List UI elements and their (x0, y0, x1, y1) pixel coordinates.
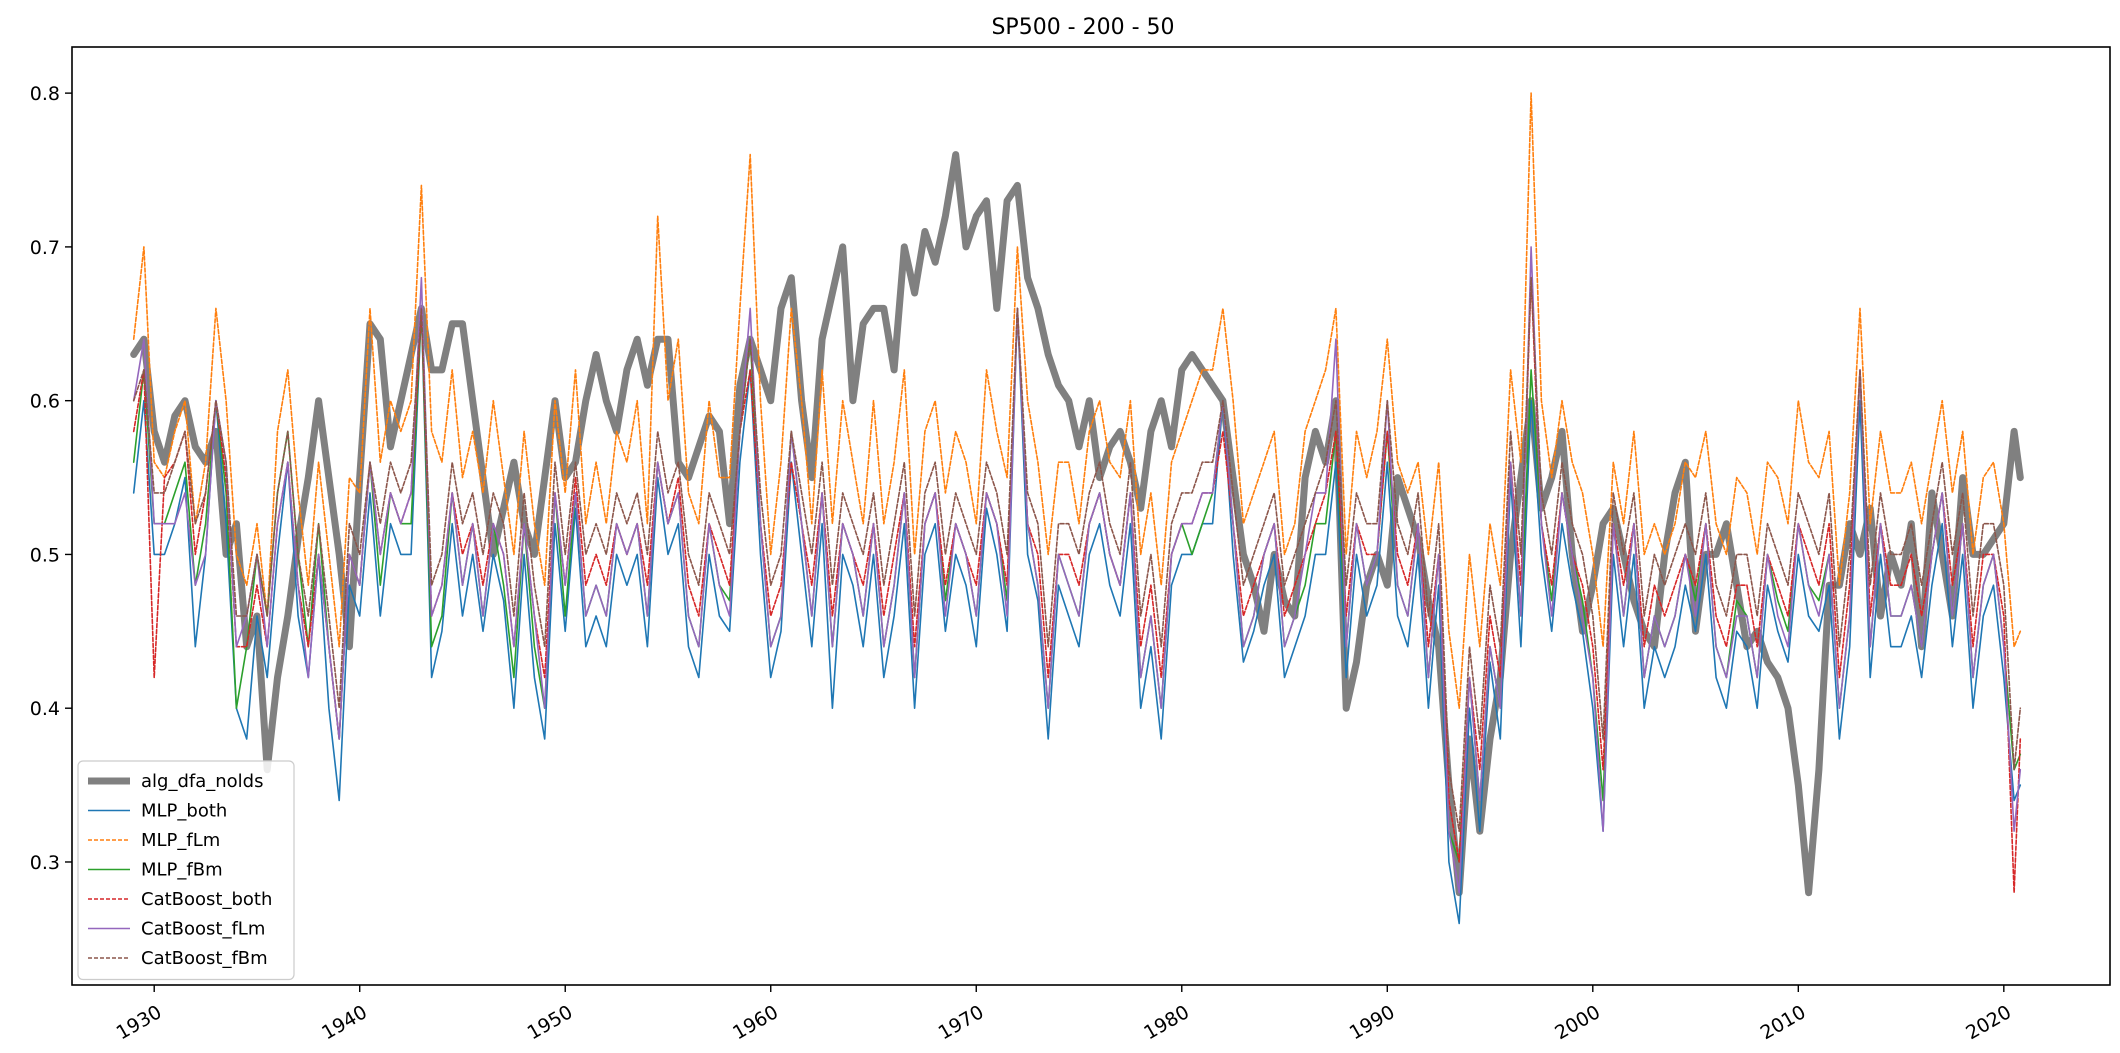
legend-label-MLP_fBm: MLP_fBm (141, 860, 223, 881)
x-tick-label: 1930 (113, 1001, 166, 1044)
legend-label-alg_dfa_nolds: alg_dfa_nolds (141, 771, 263, 792)
x-tick-label: 2020 (1962, 1001, 2015, 1044)
y-tick-label: 0.3 (30, 852, 60, 874)
y-tick-label: 0.8 (30, 83, 60, 105)
legend-label-CatBoost_fLm: CatBoost_fLm (141, 919, 265, 940)
x-axis: 1930 1940 1950 1960 1970 1980 1990 2000 2010 2020 (113, 985, 2015, 1044)
legend-label-MLP_fLm: MLP_fLm (141, 830, 220, 851)
x-tick-label: 2010 (1757, 1001, 1810, 1044)
x-tick-label: 1960 (729, 1001, 782, 1044)
series-layer (134, 93, 2021, 923)
legend-label-CatBoost_both: CatBoost_both (141, 889, 272, 910)
x-tick-label: 1990 (1346, 1001, 1399, 1044)
y-axis: 0.3 0.4 0.5 0.6 0.7 0.8 (30, 83, 72, 874)
y-tick-label: 0.4 (30, 698, 60, 720)
x-tick-label: 1970 (935, 1001, 988, 1044)
x-tick-label: 1980 (1140, 1001, 1193, 1044)
y-tick-label: 0.7 (30, 237, 60, 259)
legend-label-MLP_both: MLP_both (141, 801, 227, 822)
x-tick-label: 1950 (524, 1001, 577, 1044)
legend: alg_dfa_nolds MLP_both MLP_fLm MLP_fBm CatBo… (78, 761, 294, 980)
legend-label-CatBoost_fBm: CatBoost_fBm (141, 948, 268, 969)
y-tick-label: 0.5 (30, 544, 60, 566)
x-tick-label: 1940 (318, 1001, 371, 1044)
x-tick-label: 2000 (1551, 1001, 1604, 1044)
y-tick-label: 0.6 (30, 391, 60, 413)
series-line-alg_dfa_nolds (134, 155, 2021, 893)
chart-title: SP500 - 200 - 50 (991, 15, 1174, 40)
